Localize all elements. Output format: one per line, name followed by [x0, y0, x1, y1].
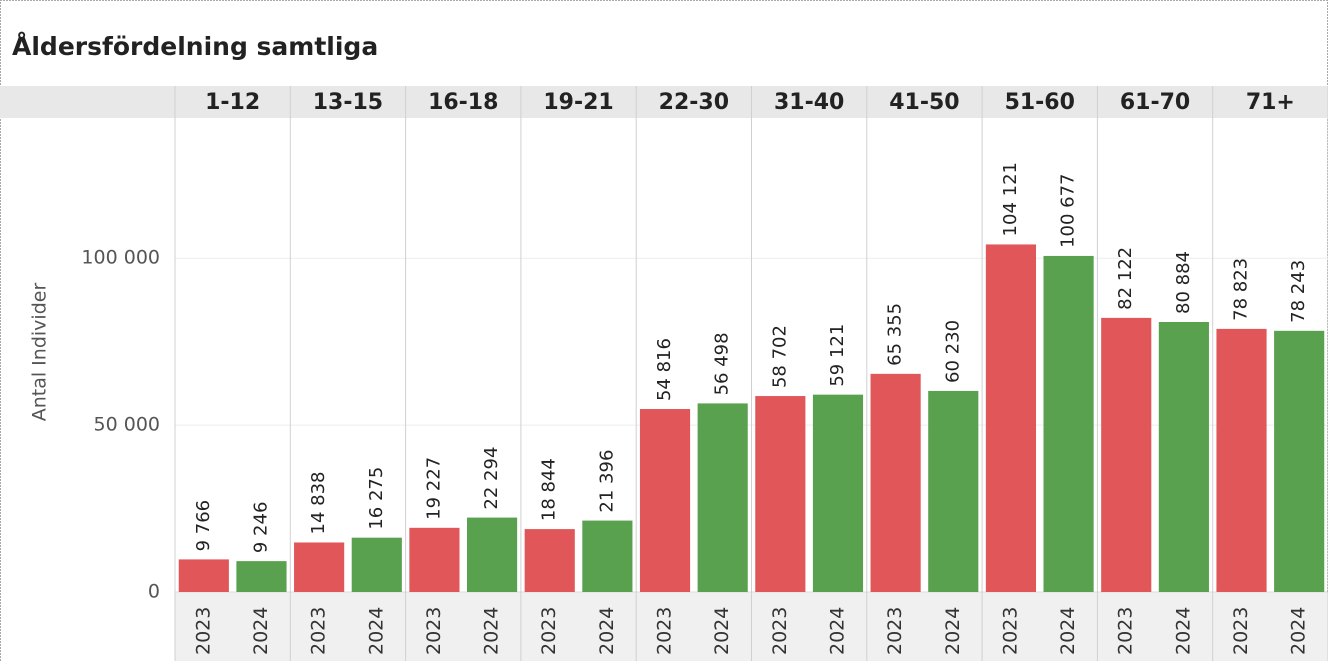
- series-label: 2023: [884, 607, 906, 655]
- data-label: 14 838: [308, 471, 329, 534]
- category-header: 1-12: [205, 90, 260, 115]
- bar: [639, 409, 691, 592]
- series-label: 2024: [942, 607, 964, 655]
- bar: [1216, 328, 1267, 592]
- data-label: 80 884: [1173, 251, 1194, 314]
- bar: [466, 517, 518, 592]
- series-label: 2024: [826, 607, 848, 655]
- bar: [985, 244, 1037, 592]
- series-label: 2024: [1172, 607, 1194, 655]
- series-label: 2023: [308, 607, 330, 655]
- bar: [812, 394, 864, 592]
- series-label: 2024: [711, 607, 733, 655]
- data-label: 18 844: [539, 458, 560, 521]
- series-label: 2024: [250, 607, 272, 655]
- bar: [524, 529, 575, 592]
- series-label: 2023: [192, 607, 214, 655]
- category-header: 31-40: [774, 90, 844, 115]
- bar: [755, 396, 806, 592]
- series-label: 2024: [1057, 607, 1079, 655]
- header-band: [0, 86, 1328, 118]
- bar: [582, 520, 633, 592]
- y-axis-title: Antal Individer: [29, 283, 51, 422]
- data-label: 78 823: [1231, 258, 1252, 321]
- category-header: 16-18: [428, 90, 498, 115]
- data-label: 65 355: [885, 303, 906, 366]
- series-label: 2023: [769, 607, 791, 655]
- data-label: 16 275: [366, 467, 387, 530]
- data-label: 21 396: [596, 450, 617, 513]
- bar: [870, 373, 921, 592]
- bar: [236, 561, 287, 592]
- category-header: 61-70: [1120, 90, 1190, 115]
- series-label: 2024: [481, 607, 503, 655]
- bar: [1101, 317, 1152, 592]
- series-label: 2023: [423, 607, 445, 655]
- data-label: 78 243: [1288, 260, 1309, 323]
- data-label: 60 230: [942, 320, 963, 383]
- bar: [294, 542, 345, 592]
- data-label: 82 122: [1115, 247, 1136, 310]
- series-label: 2023: [538, 607, 560, 655]
- chart-title: Åldersfördelning samtliga: [12, 32, 378, 61]
- bar: [928, 390, 979, 592]
- category-header: 51-60: [1005, 90, 1075, 115]
- y-tick-label: 50 000: [94, 414, 160, 436]
- bar: [697, 403, 748, 592]
- series-label: 2024: [1288, 607, 1310, 655]
- bar: [409, 527, 460, 592]
- data-label: 58 702: [769, 325, 790, 388]
- data-label: 9 766: [193, 500, 214, 552]
- series-label: 2024: [596, 607, 618, 655]
- category-header: 41-50: [889, 90, 959, 115]
- data-label: 9 246: [250, 502, 271, 554]
- category-header: 13-15: [313, 90, 383, 115]
- series-label: 2024: [365, 607, 387, 655]
- data-label: 104 121: [1000, 162, 1021, 236]
- y-tick-label: 0: [148, 581, 160, 603]
- series-label: 2023: [654, 607, 676, 655]
- bar: [1274, 330, 1325, 592]
- bar: [178, 559, 229, 592]
- y-tick-label: 100 000: [81, 247, 160, 269]
- category-header: 71+: [1246, 90, 1295, 115]
- series-label: 2023: [1230, 607, 1252, 655]
- category-header: 22-30: [659, 90, 729, 115]
- series-label: 2023: [999, 607, 1021, 655]
- data-label: 59 121: [827, 324, 848, 387]
- data-label: 54 816: [654, 338, 675, 401]
- data-label: 100 677: [1058, 173, 1079, 247]
- bar: [1158, 322, 1209, 592]
- bar: [1043, 255, 1094, 593]
- bar: [351, 537, 402, 592]
- data-label: 22 294: [481, 447, 502, 510]
- data-label: 56 498: [712, 332, 733, 395]
- series-label: 2023: [1115, 607, 1137, 655]
- category-header: 19-21: [543, 90, 613, 115]
- data-label: 19 227: [423, 457, 444, 520]
